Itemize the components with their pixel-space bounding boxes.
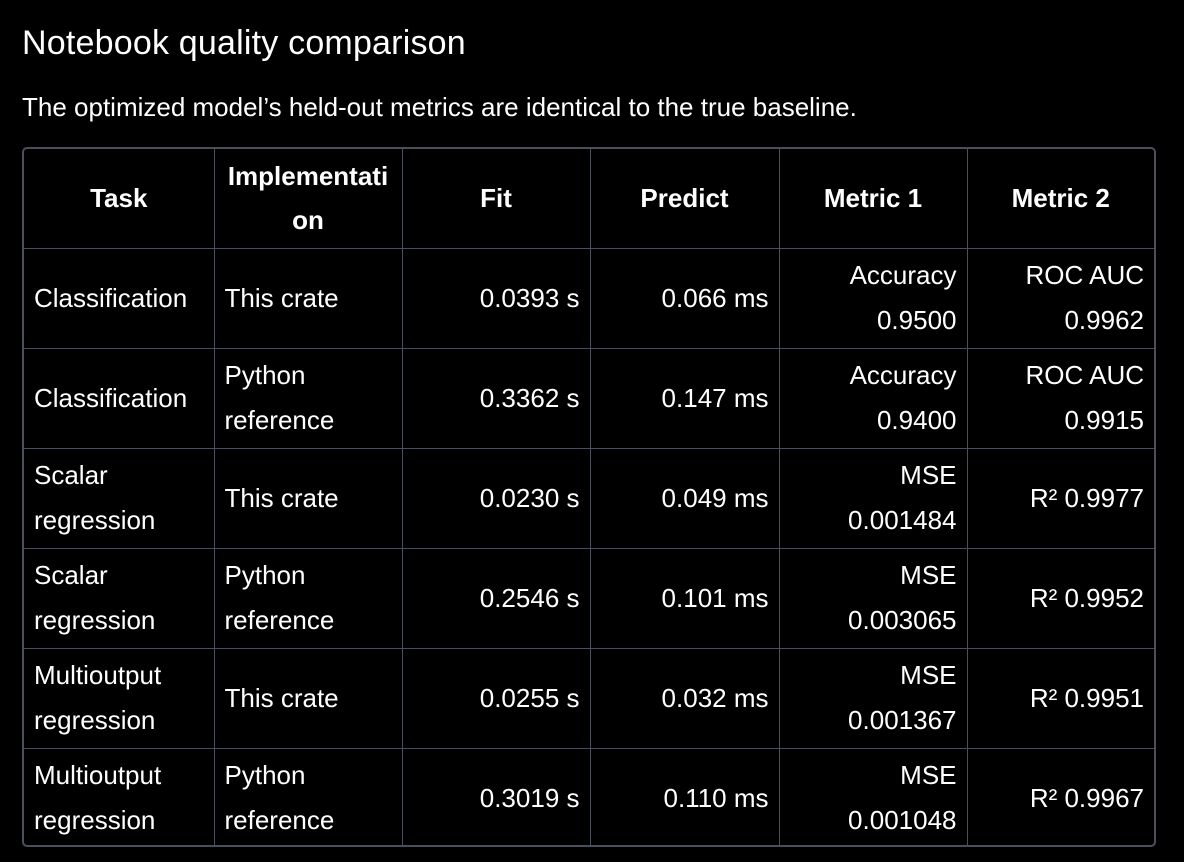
cell-fit: 0.3362 s bbox=[401, 347, 591, 449]
cell-task-line: Scalar bbox=[34, 560, 108, 590]
cell-predict: 0.049 ms bbox=[589, 447, 780, 549]
column-header-metric-1: Metric 1 bbox=[778, 149, 968, 249]
column-header-fit: Fit bbox=[401, 149, 591, 249]
cell-metric-1: MSE 0.003065 bbox=[778, 547, 968, 649]
cell-metric-2: R² 0.9951 bbox=[966, 647, 1154, 749]
column-header-predict: Predict bbox=[589, 149, 780, 249]
cell-metric-1: MSE 0.001367 bbox=[778, 647, 968, 749]
cell-implementation-line: Python bbox=[224, 560, 306, 590]
cell-metric-1-line: MSE bbox=[900, 760, 957, 791]
table-row: Multioutput regression Python reference 0.30… bbox=[24, 747, 1154, 845]
cell-metric-2-line: R² 0.9967 bbox=[1029, 782, 1144, 813]
cell-task-line: regression bbox=[34, 705, 156, 735]
cell-predict: 0.101 ms bbox=[589, 547, 780, 649]
cell-metric-1-line: 0.9500 bbox=[876, 305, 957, 335]
cell-metric-1: MSE 0.001048 bbox=[778, 747, 968, 845]
cell-metric-1-line: 0.9400 bbox=[876, 405, 957, 435]
cell-implementation-line: reference bbox=[224, 805, 335, 836]
cell-implementation-line: reference bbox=[224, 605, 335, 635]
column-header-metric-2: Metric 2 bbox=[966, 149, 1154, 249]
comparison-table-container: Task Implementation Fit Predict Metric 1… bbox=[22, 147, 1156, 847]
cell-metric-2: ROC AUC 0.9915 bbox=[966, 347, 1154, 449]
cell-predict: 0.147 ms bbox=[589, 347, 780, 449]
cell-metric-1-line: 0.001484 bbox=[848, 505, 957, 535]
cell-task-line: regression bbox=[34, 605, 156, 635]
cell-task: Scalar regression bbox=[24, 447, 215, 549]
table-row: Classification This crate 0.0393 s 0.066 ms… bbox=[24, 247, 1154, 349]
cell-task-line: Multioutput bbox=[34, 660, 162, 690]
cell-predict: 0.032 ms bbox=[589, 647, 780, 749]
cell-metric-1-line: 0.001048 bbox=[848, 805, 957, 836]
cell-metric-1: Accuracy 0.9500 bbox=[778, 247, 968, 349]
cell-metric-2-line: ROC AUC bbox=[1025, 360, 1144, 390]
cell-metric-2-line: 0.9915 bbox=[1064, 405, 1144, 435]
cell-task: Classification bbox=[24, 347, 215, 449]
cell-implementation-line: This crate bbox=[224, 282, 339, 313]
cell-metric-2: R² 0.9967 bbox=[966, 747, 1154, 845]
cell-metric-2-line: R² 0.9977 bbox=[1029, 482, 1144, 513]
cell-task: Multioutput regression bbox=[24, 647, 215, 749]
cell-fit: 0.2546 s bbox=[401, 547, 591, 649]
cell-implementation-line: This crate bbox=[224, 482, 339, 513]
cell-metric-1-line: MSE bbox=[900, 560, 957, 590]
cell-implementation: Python reference bbox=[213, 547, 403, 649]
cell-implementation: This crate bbox=[213, 647, 403, 749]
cell-task-line: Classification bbox=[34, 382, 188, 413]
cell-metric-1-line: Accuracy bbox=[849, 260, 957, 290]
cell-metric-1: MSE 0.001484 bbox=[778, 447, 968, 549]
comparison-table: Task Implementation Fit Predict Metric 1… bbox=[24, 149, 1154, 845]
cell-task-line: Scalar bbox=[34, 460, 108, 490]
cell-task-line: regression bbox=[34, 805, 156, 836]
cell-implementation-line: This crate bbox=[224, 682, 339, 713]
table-header-row: Task Implementation Fit Predict Metric 1… bbox=[24, 149, 1154, 249]
cell-metric-2-line: R² 0.9951 bbox=[1029, 682, 1144, 713]
page-subtitle: The optimized model’s held-out metrics a… bbox=[22, 92, 857, 122]
cell-task-line: Multioutput bbox=[34, 760, 162, 791]
cell-implementation: Python reference bbox=[213, 347, 403, 449]
cell-metric-2-line: 0.9962 bbox=[1064, 305, 1144, 335]
cell-metric-2: R² 0.9952 bbox=[966, 547, 1154, 649]
cell-fit: 0.0393 s bbox=[401, 247, 591, 349]
column-header-implementation: Implementation bbox=[213, 149, 403, 249]
cell-task: Classification bbox=[24, 247, 215, 349]
cell-task-line: regression bbox=[34, 505, 156, 535]
cell-metric-2: R² 0.9977 bbox=[966, 447, 1154, 549]
cell-predict: 0.066 ms bbox=[589, 247, 780, 349]
cell-metric-2-line: R² 0.9952 bbox=[1029, 582, 1144, 613]
cell-implementation: Python reference bbox=[213, 747, 403, 845]
cell-implementation-line: reference bbox=[224, 405, 335, 435]
cell-implementation-line: Python bbox=[224, 360, 306, 390]
cell-metric-1-line: Accuracy bbox=[849, 360, 957, 390]
cell-task: Multioutput regression bbox=[24, 747, 215, 845]
cell-metric-1-line: 0.001367 bbox=[848, 705, 957, 735]
cell-fit: 0.3019 s bbox=[401, 747, 591, 845]
cell-implementation: This crate bbox=[213, 447, 403, 549]
table-row: Scalar regression This crate 0.0230 s 0.049 … bbox=[24, 447, 1154, 549]
table-row: Classification Python reference 0.3362 s 0.1… bbox=[24, 347, 1154, 449]
cell-task-line: Classification bbox=[34, 282, 188, 313]
table-body: Classification This crate 0.0393 s 0.066 ms… bbox=[24, 247, 1154, 845]
cell-task: Scalar regression bbox=[24, 547, 215, 649]
cell-metric-1-line: MSE bbox=[900, 460, 957, 490]
cell-metric-2-line: ROC AUC bbox=[1025, 260, 1144, 290]
cell-implementation-line: Python bbox=[224, 760, 306, 791]
cell-metric-2: ROC AUC 0.9962 bbox=[966, 247, 1154, 349]
cell-metric-1-line: 0.003065 bbox=[848, 605, 957, 635]
cell-metric-1: Accuracy 0.9400 bbox=[778, 347, 968, 449]
cell-fit: 0.0255 s bbox=[401, 647, 591, 749]
cell-metric-1-line: MSE bbox=[900, 660, 957, 690]
column-header-task: Task bbox=[24, 149, 215, 249]
cell-implementation: This crate bbox=[213, 247, 403, 349]
cell-fit: 0.0230 s bbox=[401, 447, 591, 549]
page-title: Notebook quality comparison bbox=[22, 24, 466, 62]
cell-predict: 0.110 ms bbox=[589, 747, 780, 845]
